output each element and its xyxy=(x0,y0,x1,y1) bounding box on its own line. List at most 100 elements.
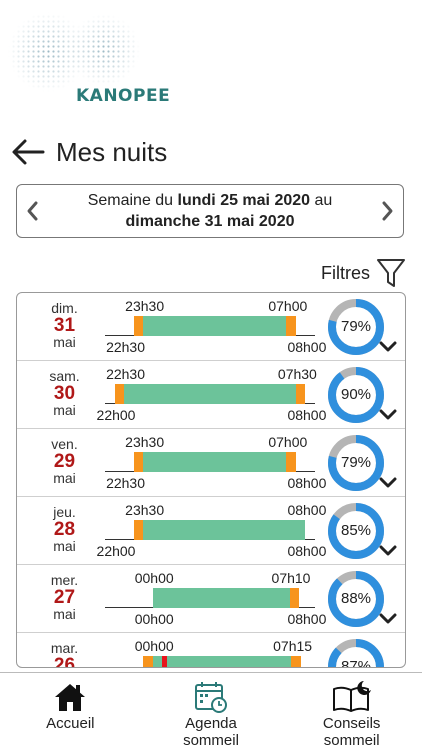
back-arrow-icon[interactable] xyxy=(10,137,46,167)
night-bed-time: 22h00 xyxy=(96,407,136,423)
night-month: mai xyxy=(53,402,76,418)
score-ring-fill xyxy=(328,435,384,491)
week-prefix: Semaine du xyxy=(87,192,178,209)
night-sleep-start-time: 23h30 xyxy=(125,434,165,450)
night-bed-time: 22h30 xyxy=(106,339,146,355)
night-sleep-end-time: 07h15 xyxy=(273,638,313,654)
score-ring-fill xyxy=(328,571,384,627)
week-selector: Semaine du lundi 25 mai 2020 au dimanche… xyxy=(16,184,404,238)
night-bed-time: 00h00 xyxy=(134,611,174,627)
night-month: mai xyxy=(53,470,76,486)
score-ring-fill xyxy=(328,367,384,423)
nav-agenda-label: Agenda sommeil xyxy=(183,715,239,749)
night-awake-before-bar xyxy=(133,520,144,540)
night-sleep-bar xyxy=(124,384,296,404)
night-getup-time: 08h00 xyxy=(287,543,327,559)
previous-week-button[interactable] xyxy=(17,185,47,237)
night-getup-time: 08h00 xyxy=(287,475,327,491)
night-sleep-bar xyxy=(152,588,290,608)
night-day-number: 27 xyxy=(53,587,76,608)
night-score-ring: 85% xyxy=(327,502,385,560)
night-row[interactable]: dim. 31 mai 23h30 07h00 22h30 08h00 79% xyxy=(17,293,405,361)
night-score-ring: 87% xyxy=(327,638,385,668)
night-row[interactable]: mar.26mai 00h00 07h15 87% xyxy=(17,633,405,668)
score-ring-fill xyxy=(328,299,384,355)
night-sleep-start-time: 23h30 xyxy=(125,502,165,518)
night-row[interactable]: sam. 30 mai 22h30 07h30 22h00 08h00 90% xyxy=(17,361,405,429)
page-title: Mes nuits xyxy=(56,136,168,167)
night-sleep-end-time: 07h30 xyxy=(277,366,317,382)
night-awake-after-bar xyxy=(291,656,301,667)
night-day-name: mar. xyxy=(50,640,79,656)
night-day-number: 26 xyxy=(53,655,76,668)
expand-chevron-icon[interactable] xyxy=(379,613,397,625)
night-getup-time: 08h00 xyxy=(287,611,327,627)
night-awake-after-bar xyxy=(289,588,300,608)
book-moon-icon xyxy=(332,681,371,712)
night-bed-time: 22h30 xyxy=(106,475,146,491)
night-getup-time: 08h00 xyxy=(287,407,327,423)
night-awake-before-bar xyxy=(143,656,153,667)
expand-chevron-icon[interactable] xyxy=(379,545,397,557)
filters-label: Filtres xyxy=(321,262,370,283)
week-end: dimanche 31 mai 2020 xyxy=(125,213,295,230)
night-sleep-bar xyxy=(143,452,287,472)
bottom-navigation: Accueil Agenda sommeil Conseils sommeil xyxy=(0,672,422,751)
score-ring-fill xyxy=(328,639,384,667)
filters-button[interactable]: Filtres xyxy=(321,257,406,289)
nav-home[interactable]: Accueil xyxy=(0,673,141,751)
night-awake-before-bar xyxy=(133,452,144,472)
night-sleep-start-time: 00h00 xyxy=(134,570,174,586)
night-score-value: 79% xyxy=(340,454,372,471)
expand-chevron-icon[interactable] xyxy=(379,477,397,489)
night-sleep-bar xyxy=(152,656,292,667)
night-row[interactable]: ven. 29 mai 23h30 07h00 22h30 08h00 79% xyxy=(17,429,405,497)
score-ring-fill xyxy=(328,503,384,559)
nav-tips[interactable]: Conseils sommeil xyxy=(281,673,422,751)
night-score-value: 79% xyxy=(340,318,372,335)
night-sleep-end-time: 07h00 xyxy=(268,434,308,450)
kanopee-logo: KANOPEE xyxy=(0,0,170,112)
night-score-ring: 79% xyxy=(327,434,385,492)
calendar-clock-icon xyxy=(195,682,227,713)
night-day-name: mer. xyxy=(50,572,79,588)
page-header: Mes nuits xyxy=(10,134,167,170)
nav-agenda[interactable]: Agenda sommeil xyxy=(141,673,282,751)
week-middle: au xyxy=(310,192,333,209)
night-score-ring: 79% xyxy=(327,298,385,356)
home-icon xyxy=(55,684,86,711)
week-range-text: Semaine du lundi 25 mai 2020 au dimanche… xyxy=(47,190,373,232)
night-date: sam. 30 mai xyxy=(17,368,112,419)
night-date: jeu. 28 mai xyxy=(17,504,112,555)
logo-dots-graphic xyxy=(6,4,146,108)
night-month: mai xyxy=(53,538,76,554)
night-sleep-bar xyxy=(143,520,306,540)
night-score-value: 85% xyxy=(340,522,372,539)
week-start: lundi 25 mai 2020 xyxy=(177,192,311,209)
next-week-button[interactable] xyxy=(373,185,403,237)
night-wake-event-bar xyxy=(162,656,168,667)
night-score-value: 90% xyxy=(340,386,372,403)
nights-list: dim. 31 mai 23h30 07h00 22h30 08h00 79% sam. 30 ma… xyxy=(16,292,406,668)
night-bed-time: 22h00 xyxy=(96,543,136,559)
night-sleep-start-time: 22h30 xyxy=(106,366,146,382)
night-sleep-start-time: 00h00 xyxy=(134,638,174,654)
night-date: mer. 27 mai xyxy=(17,572,112,623)
night-day-name: jeu. xyxy=(53,504,76,520)
night-day-number: 31 xyxy=(53,315,76,336)
night-row[interactable]: mer. 27 mai 00h00 07h10 00h00 08h00 88% xyxy=(17,565,405,633)
night-day-name: sam. xyxy=(49,368,80,384)
night-sleep-end-time: 08h00 xyxy=(287,502,327,518)
night-score-ring: 90% xyxy=(327,366,385,424)
nav-home-label: Accueil xyxy=(46,715,95,732)
night-month: mai xyxy=(53,606,76,622)
night-day-number: 29 xyxy=(53,451,76,472)
night-awake-after-bar xyxy=(286,452,296,472)
nav-tips-label: Conseils sommeil xyxy=(322,715,381,749)
night-score-ring: 88% xyxy=(327,570,385,628)
expand-chevron-icon[interactable] xyxy=(379,341,397,353)
night-score-value: 87% xyxy=(340,658,372,668)
expand-chevron-icon[interactable] xyxy=(379,409,397,421)
night-score-value: 88% xyxy=(340,590,372,607)
night-row[interactable]: jeu. 28 mai 23h30 08h00 22h00 08h00 85% xyxy=(17,497,405,565)
